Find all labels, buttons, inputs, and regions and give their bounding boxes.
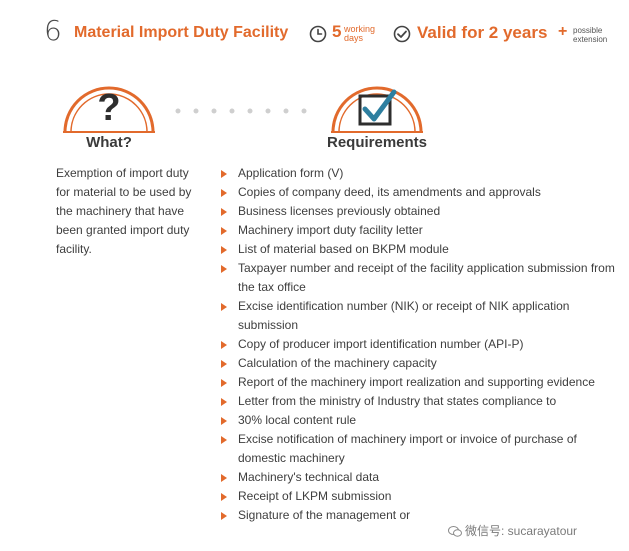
requirement-text: Application form (V) xyxy=(238,166,344,180)
requirement-text: Report of the machinery import realizati… xyxy=(238,375,595,389)
requirement-text: Calculation of the machinery capacity xyxy=(238,356,437,370)
triangle-bullet-icon xyxy=(221,512,227,520)
section-title: Material Import Duty Facility xyxy=(74,24,289,41)
triangle-bullet-icon xyxy=(221,227,227,235)
requirement-item: Letter from the ministry of Industry tha… xyxy=(220,392,625,411)
requirement-text: Copies of company deed, its amendments a… xyxy=(238,185,541,199)
requirement-item: Machinery import duty facility letter xyxy=(220,221,625,240)
requirement-item: Excise identification number (NIK) or re… xyxy=(220,297,625,335)
requirement-item: Calculation of the machinery capacity xyxy=(220,354,625,373)
requirement-text: Signature of the management or xyxy=(238,508,411,522)
checkbox-icon xyxy=(331,86,423,133)
clock-icon xyxy=(309,25,327,43)
plus-sign: + xyxy=(558,23,568,40)
requirement-text: Letter from the ministry of Industry tha… xyxy=(238,394,557,408)
triangle-bullet-icon xyxy=(221,246,227,254)
section-number: 6 xyxy=(44,14,62,47)
triangle-bullet-icon xyxy=(221,265,227,273)
requirement-item: Copies of company deed, its amendments a… xyxy=(220,183,625,202)
requirement-item: Receipt of LKPM submission xyxy=(220,487,625,506)
check-circle-icon xyxy=(393,25,411,43)
requirement-text: Receipt of LKPM submission xyxy=(238,489,392,503)
what-heading: What? xyxy=(86,134,132,151)
requirement-item: Excise notification of machinery import … xyxy=(220,430,625,468)
processing-days-value: 5 xyxy=(332,22,342,41)
triangle-bullet-icon xyxy=(221,493,227,501)
triangle-bullet-icon xyxy=(221,170,227,178)
triangle-bullet-icon xyxy=(221,436,227,444)
watermark-text: 微信号: sucarayatour xyxy=(465,524,578,538)
watermark: 微信号: sucarayatour xyxy=(448,522,578,539)
requirement-text: Excise notification of machinery import … xyxy=(238,432,577,465)
requirement-text: Excise identification number (NIK) or re… xyxy=(238,299,570,332)
what-badge: ? What? xyxy=(55,72,163,156)
requirement-text: Copy of producer import identification n… xyxy=(238,337,524,351)
requirement-text: Taxpayer number and receipt of the facil… xyxy=(238,261,615,294)
requirement-item: Machinery's technical data xyxy=(220,468,625,487)
triangle-bullet-icon xyxy=(221,474,227,482)
header: 6 Material Import Duty Facility 5 workin… xyxy=(0,0,629,66)
requirements-heading: Requirements xyxy=(326,134,428,151)
requirement-item: Application form (V) xyxy=(220,164,625,183)
triangle-bullet-icon xyxy=(221,208,227,216)
requirements-list: Application form (V) Copies of company de… xyxy=(220,164,625,525)
triangle-bullet-icon xyxy=(221,398,227,406)
triangle-bullet-icon xyxy=(221,341,227,349)
dotted-connector xyxy=(175,108,307,114)
extension-label: possible extension xyxy=(573,26,608,44)
requirement-text: Business licenses previously obtained xyxy=(238,204,441,218)
question-mark-icon: ? xyxy=(63,86,155,133)
requirement-item: Taxpayer number and receipt of the facil… xyxy=(220,259,625,297)
wechat-icon xyxy=(448,526,462,538)
validity-label: Valid for 2 years xyxy=(417,23,548,42)
requirement-text: 30% local content rule xyxy=(238,413,357,427)
requirement-item: Business licenses previously obtained xyxy=(220,202,625,221)
requirement-text: List of material based on BKPM module xyxy=(238,242,449,256)
requirement-item: Signature of the management or xyxy=(220,506,625,525)
requirement-text: Machinery import duty facility letter xyxy=(238,223,423,237)
requirement-item: Copy of producer import identification n… xyxy=(220,335,625,354)
triangle-bullet-icon xyxy=(221,303,227,311)
triangle-bullet-icon xyxy=(221,360,227,368)
triangle-bullet-icon xyxy=(221,417,227,425)
requirement-text: Machinery's technical data xyxy=(238,470,380,484)
requirement-item: Report of the machinery import realizati… xyxy=(220,373,625,392)
svg-text:?: ? xyxy=(97,87,120,129)
requirement-item: 30% local content rule xyxy=(220,411,625,430)
processing-days-label: working days xyxy=(344,24,376,43)
triangle-bullet-icon xyxy=(221,379,227,387)
triangle-bullet-icon xyxy=(221,189,227,197)
what-description: Exemption of import duty for material to… xyxy=(56,166,192,256)
requirements-badge: Requirements xyxy=(316,72,438,156)
requirement-item: List of material based on BKPM module xyxy=(220,240,625,259)
